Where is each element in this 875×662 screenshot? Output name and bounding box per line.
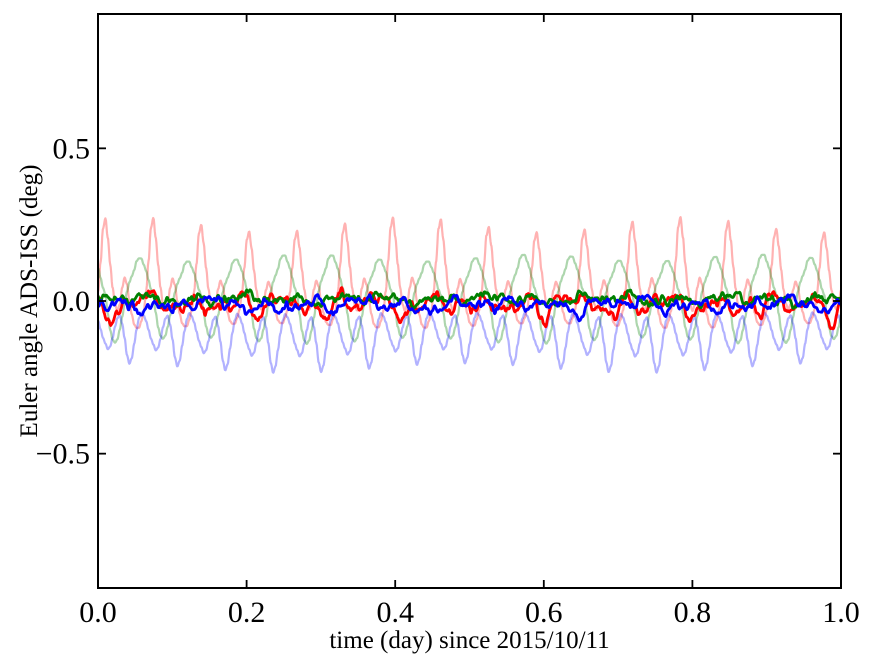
euler-angle-z-filtered-line [98,293,841,323]
euler-angle-y-raw-faded-line [98,253,841,345]
y-tick-label: 0.0 [53,285,91,318]
y-tick-label: 0.5 [53,132,91,165]
x-tick-label: 0.2 [228,596,266,629]
x-tick-label: 0.4 [376,596,414,629]
x-tick-label: 0.0 [79,596,117,629]
euler-angle-x-raw-faded-line [98,216,841,329]
y-axis-label: Euler angle ADS-ISS (deg) [16,164,43,438]
x-axis-label: time (day) since 2015/10/11 [329,627,610,654]
x-tick-label: 1.0 [822,596,860,629]
x-tick-label: 0.8 [674,596,712,629]
x-tick-label: 0.6 [525,596,563,629]
y-tick-label: −0.5 [36,438,90,471]
